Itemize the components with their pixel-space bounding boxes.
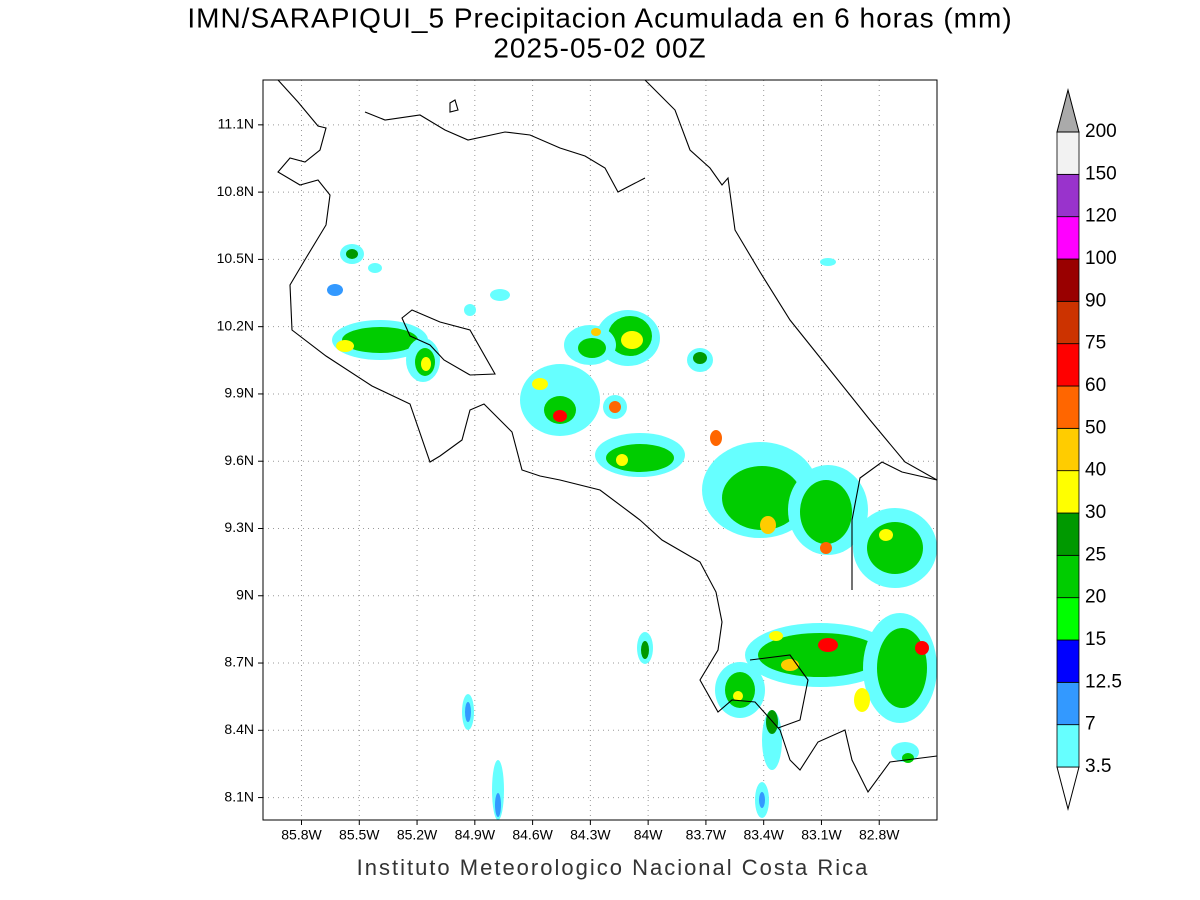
x-tick-label: 84.3W [570,827,611,843]
y-tick-label: 10.5N [217,250,254,266]
precip-area [332,320,428,360]
coastline [277,79,938,794]
precip-area [340,244,364,264]
colorbar-label: 200 [1085,121,1117,142]
colorbar-segment [1056,131,1080,175]
y-tick-label: 8.4N [224,721,254,737]
precip-area [762,710,782,770]
x-tick-label: 85.8W [281,827,322,843]
colorbar-label: 150 [1085,163,1117,184]
colorbar-label: 40 [1085,460,1106,481]
colorbar-label: 25 [1085,544,1106,565]
precip-area [462,694,474,730]
precip-area [492,760,504,820]
precip-area [788,465,868,555]
axes: 85.8W 85.5W 85.2W 84.9W 84.6W 84.3W 84W 83.7W 83… [217,116,901,843]
precip-area [854,613,937,723]
x-tick-label: 84.9W [455,827,496,843]
coastline [644,79,938,481]
credit: Instituto Meteorologico Nacional Costa R… [357,855,870,880]
colorbar-label: 120 [1085,206,1117,227]
colorbar-label: 3.5 [1085,756,1111,777]
colorbar-segment [1056,173,1080,218]
border [364,111,646,193]
x-tick-label: 83.1W [801,827,842,843]
y-tick-label: 10.2N [217,317,254,333]
colorbar-extend-low [1056,766,1080,811]
colorbar-label: 75 [1085,333,1106,354]
y-tick-label: 9.9N [224,385,254,401]
precip-area [755,782,769,818]
colorbar-segment [1056,554,1080,599]
map-frame [262,79,938,821]
y-tick-label: 9.3N [224,519,254,535]
island [449,99,459,113]
colorbar-label: 100 [1085,248,1117,269]
precipitation-field [327,244,937,820]
y-tick-label: 8.1N [224,788,254,804]
colorbar-segment [1056,343,1080,387]
precip-area [595,433,685,477]
precip-area [687,348,713,372]
y-tick-label: 9.6N [224,452,254,468]
map-subtitle: 2025-05-02 00Z [493,32,706,63]
colorbar-label: 50 [1085,417,1106,438]
map-title: IMN/SARAPIQUI_5 Precipitacion Acumulada … [187,2,1012,33]
colorbar-segment [1056,216,1080,260]
colorbar-label: 20 [1085,587,1106,608]
y-tick-label: 9N [236,586,254,602]
colorbar-segment [1056,639,1080,683]
x-tick-label: 84.6W [512,827,553,843]
colorbar-segment [1056,512,1080,556]
colorbar-segment [1056,427,1080,472]
x-tick-label: 83.7W [686,827,727,843]
y-tick-label: 10.8N [217,183,254,199]
x-tick-label: 85.5W [339,827,380,843]
precip-area [327,258,836,316]
precip-area [745,623,895,687]
precip-area [564,325,616,365]
colorbar-label: 90 [1085,290,1106,311]
precip-area [603,395,627,419]
colorbar-segment [1056,300,1080,345]
border [749,654,809,729]
colorbar-segment [1056,724,1080,768]
precip-area [406,338,440,382]
colorbar-label: 30 [1085,502,1106,523]
colorbar-label: 12.5 [1085,671,1122,692]
precip-area [520,364,600,436]
colorbar-extend-high [1056,88,1080,133]
colorbar-label: 15 [1085,629,1106,650]
colorbar-segment [1056,258,1080,302]
border [851,461,938,590]
colorbar-segment [1056,470,1080,514]
colorbar-segment [1056,681,1080,726]
colorbar-label: 60 [1085,375,1106,396]
colorbar-segment [1056,385,1080,429]
x-tick-label: 83.4W [743,827,784,843]
coastlines [277,79,938,794]
precip-area [715,662,765,718]
x-tick-label: 84W [634,827,664,843]
colorbar-segment [1056,597,1080,641]
colorbar: 3.5 7 12.5 15 20 25 30 40 50 60 75 90 100 120 150 200 [1056,88,1122,811]
y-tick-label: 11.1N [218,116,254,132]
coastline [401,309,496,376]
y-tick-label: 8.7N [224,654,254,670]
precip-area [853,508,937,588]
x-tick-label: 85.2W [397,827,438,843]
x-tick-label: 82.8W [859,827,900,843]
precip-area [637,632,653,664]
colorbar-label: 7 [1085,714,1096,735]
